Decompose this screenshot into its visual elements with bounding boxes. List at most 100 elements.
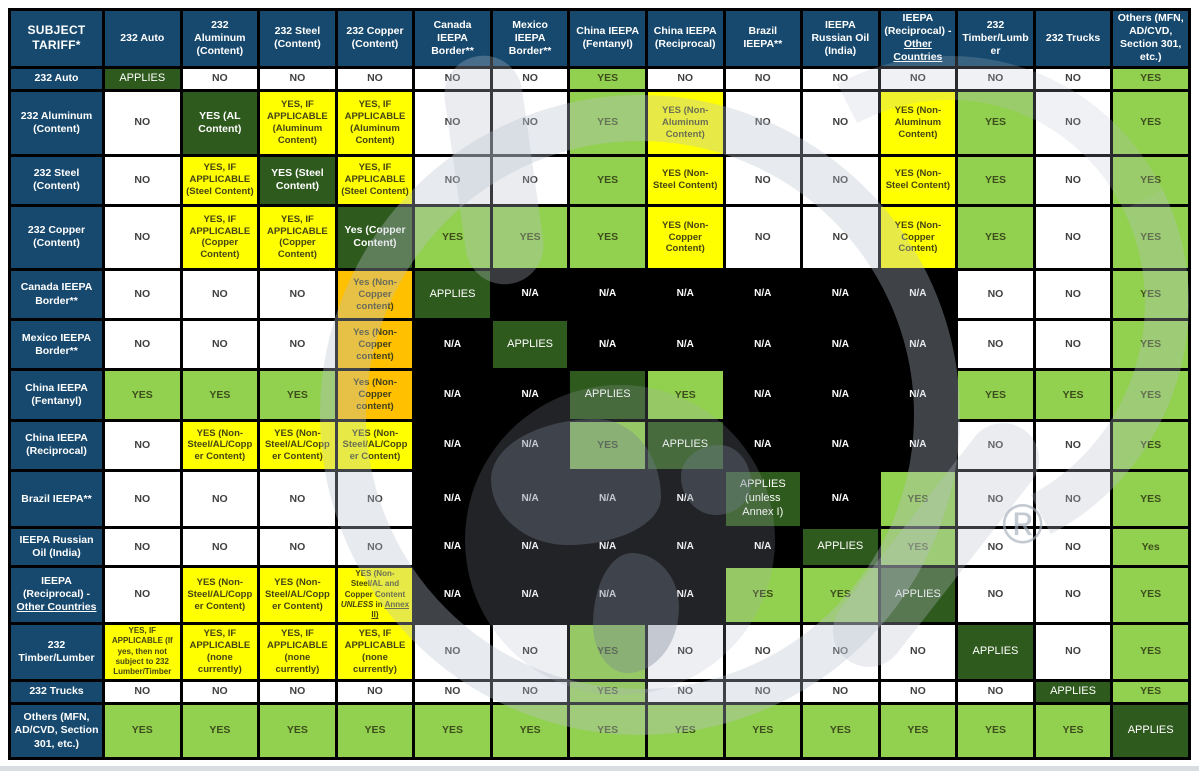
matrix-cell: YES [1110, 418, 1191, 473]
matrix-cell: NO [955, 267, 1036, 322]
matrix-cell: YES [567, 88, 648, 157]
matrix-cell: YES [179, 368, 261, 422]
matrix-cell: YES [102, 702, 183, 760]
matrix-cell: YES, IF APPLICABLE (Copper Content) [179, 203, 261, 271]
matrix-cell: NO [1032, 418, 1114, 473]
matrix-cell: YES [489, 702, 571, 760]
row-header: 232 Aluminum (Content) [8, 88, 105, 157]
matrix-cell: NO [489, 621, 571, 682]
matrix-cell: N/A [644, 564, 726, 625]
matrix-cell: N/A [877, 267, 959, 322]
matrix-cell: NO [102, 267, 183, 322]
matrix-cell: NO [412, 65, 493, 92]
matrix-cell: NO [800, 88, 881, 157]
matrix-cell: YES (Non-Steel/AL/Copper Content) [334, 418, 416, 473]
matrix-cell: YES (AL Content) [179, 88, 261, 157]
matrix-cell: N/A [412, 368, 493, 422]
matrix-cell: N/A [800, 368, 881, 422]
column-header: Others (MFN, AD/CVD, Section 301, etc.) [1110, 8, 1191, 69]
matrix-cell: N/A [412, 318, 493, 372]
matrix-cell: YES [1110, 621, 1191, 682]
matrix-cell: NO [334, 678, 416, 706]
matrix-cell: N/A [489, 564, 571, 625]
matrix-cell: NO [334, 468, 416, 530]
matrix-cell: NO [489, 65, 571, 92]
matrix-cell: NO [877, 65, 959, 92]
matrix-cell: NO [334, 65, 416, 92]
row-header: China IEEPA (Fentanyl) [8, 368, 105, 422]
column-header: 232 Copper (Content) [334, 8, 416, 69]
table-row: 232 Auto APPLIES NO NO NO NO NO YES NO NO NO NO NO NO… [8, 65, 1191, 92]
matrix-cell: NO [644, 621, 726, 682]
matrix-cell: APPLIES [1110, 702, 1191, 760]
matrix-cell: YES [644, 368, 726, 422]
matrix-cell: Yes (Non-Copper content) [334, 318, 416, 372]
matrix-cell: NO [722, 88, 804, 157]
table-row: 232 Copper (Content) NO YES, IF APPLICABLE… [8, 203, 1191, 271]
matrix-cell: NO [955, 678, 1036, 706]
cell-text-fragment: UNLESS [340, 600, 374, 610]
matrix-cell: NO [955, 318, 1036, 372]
matrix-cell: YES [102, 368, 183, 422]
matrix-cell: N/A [644, 318, 726, 372]
matrix-cell: YES [179, 702, 261, 760]
column-header: 232 Timber/Lumber [955, 8, 1036, 69]
matrix-cell: YES [955, 203, 1036, 271]
matrix-cell: YES [1110, 88, 1191, 157]
matrix-cell: N/A [412, 564, 493, 625]
matrix-cell: YES, IF APPLICABLE (Steel Content) [179, 153, 261, 207]
matrix-cell: NO [179, 526, 261, 568]
matrix-cell: N/A [800, 418, 881, 473]
matrix-cell: YES [567, 418, 648, 473]
matrix-cell: NO [179, 318, 261, 372]
matrix-cell: YES [722, 564, 804, 625]
matrix-cell: NO [102, 468, 183, 530]
matrix-cell: NO [644, 678, 726, 706]
column-header: China IEEPA (Reciprocal) [644, 8, 726, 69]
matrix-cell: N/A [567, 318, 648, 372]
matrix-cell: N/A [567, 526, 648, 568]
cell-text-fragment: in [373, 600, 385, 610]
matrix-cell: YES (Non-Steel Content) [877, 153, 959, 207]
matrix-cell: YES [1110, 267, 1191, 322]
row-header: Brazil IEEPA** [8, 468, 105, 530]
matrix-cell: YES [1110, 678, 1191, 706]
matrix-cell: YES [800, 564, 881, 625]
matrix-cell: APPLIES [102, 65, 183, 92]
row-header: 232 Copper (Content) [8, 203, 105, 271]
matrix-cell: NO [102, 88, 183, 157]
matrix-header: SUBJECT TARIFF* 232 Auto 232 Aluminum (Con… [8, 8, 1191, 69]
matrix-cell: N/A [644, 526, 726, 568]
matrix-cell: YES (Non-Steel Content) [644, 153, 726, 207]
matrix-cell: APPLIES [644, 418, 726, 473]
matrix-cell: NO [955, 526, 1036, 568]
underlined-header-text: Other Countries [893, 38, 943, 64]
table-row: IEEPA (Reciprocal) - Other Countries NO YE… [8, 564, 1191, 625]
row-header: 232 Steel (Content) [8, 153, 105, 207]
matrix-cell: YES [412, 203, 493, 271]
matrix-cell: NO [1032, 65, 1114, 92]
cell-text-fragment: Annex II) [371, 600, 410, 620]
matrix-cell: NO [1032, 468, 1114, 530]
tariff-matrix-table: SUBJECT TARIFF* 232 Auto 232 Aluminum (Con… [8, 8, 1191, 760]
matrix-cell: YES (Non-Aluminum Content) [644, 88, 726, 157]
matrix-cell: NO [1032, 526, 1114, 568]
matrix-cell: N/A [412, 526, 493, 568]
matrix-cell: YES [800, 702, 881, 760]
matrix-cell: NO [1032, 203, 1114, 271]
matrix-cell: YES [1110, 203, 1191, 271]
matrix-cell: N/A [722, 526, 804, 568]
matrix-cell: NO [1032, 153, 1114, 207]
matrix-cell: N/A [722, 267, 804, 322]
matrix-cell: NO [955, 468, 1036, 530]
matrix-cell: APPLIES [955, 621, 1036, 682]
row-header: IEEPA (Reciprocal) - Other Countries [8, 564, 105, 625]
matrix-cell: NO [1032, 88, 1114, 157]
row-header: China IEEPA (Reciprocal) [8, 418, 105, 473]
matrix-cell: N/A [877, 368, 959, 422]
matrix-cell: NO [179, 267, 261, 322]
matrix-cell: N/A [489, 526, 571, 568]
matrix-cell: Yes (Non-Copper content) [334, 267, 416, 322]
matrix-cell: YES (Non-Steel/AL and Copper Content UNL… [334, 564, 416, 625]
matrix-cell: NO [722, 621, 804, 682]
